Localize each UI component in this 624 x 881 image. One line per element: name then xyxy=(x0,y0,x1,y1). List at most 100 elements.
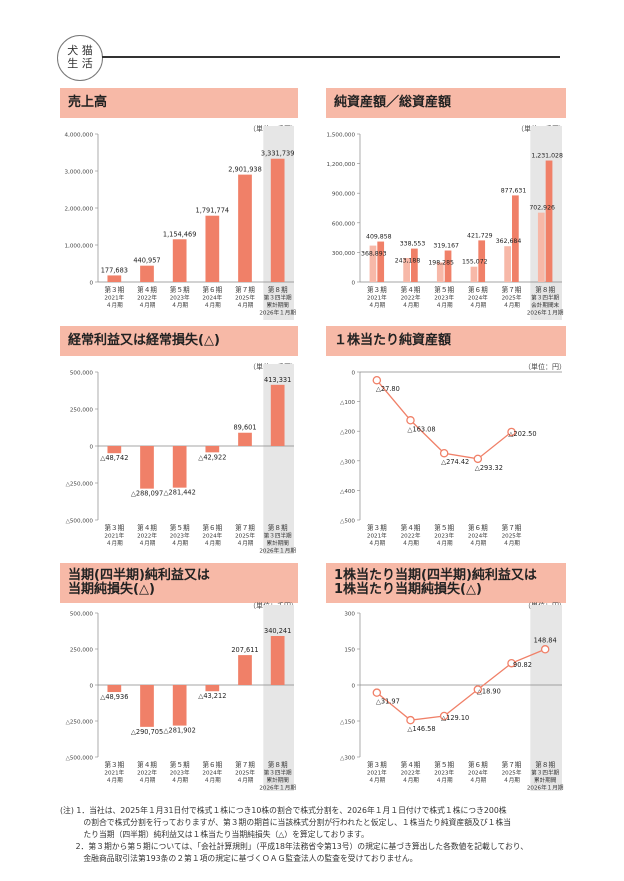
data-label: 1,154,469 xyxy=(163,230,197,238)
y-tick-label: 1,500,000 xyxy=(327,133,356,139)
bar xyxy=(238,432,252,446)
y-tick-label: 1,000,000 xyxy=(65,244,94,250)
x-tick-label: 2024年 xyxy=(202,532,222,540)
bar xyxy=(172,685,187,726)
footnote-line: 金融商品取引法第193条の２第１項の規定に基づくＯＡＧ監査法人の監査を受けており… xyxy=(60,854,418,863)
x-tick-label: 第６期 xyxy=(468,285,488,294)
x-tick-label: 2023年 xyxy=(170,769,190,777)
x-tick-label: 第８期 xyxy=(268,523,288,532)
footnote-line: の割合で株式分割を行っておりますが、第３期の期首に当該株式分割が行われたと仮定し… xyxy=(60,818,512,827)
x-tick-label: 2022年 xyxy=(401,769,421,777)
y-tick-label: △500,000 xyxy=(66,519,94,525)
bar xyxy=(238,655,252,685)
x-tick-label: 第３四半期 xyxy=(531,294,559,302)
y-tick-label: 250,000 xyxy=(70,648,94,654)
x-tick-label: 2023年 xyxy=(434,532,454,540)
x-tick-label: ４月期 xyxy=(171,777,188,784)
y-tick-label: 0 xyxy=(351,371,355,377)
y-tick-label: 1,200,000 xyxy=(327,162,356,168)
chart-panel-sales: 売上高 （単位：千円） 01,000,0002,000,0003,000,000… xyxy=(60,88,298,320)
x-tick-label: 2025年 xyxy=(235,294,255,302)
bar xyxy=(140,265,154,282)
y-tick-label: 600,000 xyxy=(332,221,356,227)
bar xyxy=(444,250,452,282)
data-point xyxy=(439,448,449,458)
x-tick-label: 2026年１月期 xyxy=(259,309,296,317)
x-tick-label: 第５期 xyxy=(170,523,190,532)
data-label: △290,705 xyxy=(131,728,163,736)
x-tick-label: 第４期 xyxy=(137,523,157,532)
y-tick-label: 0 xyxy=(351,684,355,690)
data-label: △129.10 xyxy=(441,714,469,722)
chart-svg-bps: △500△400△300△200△1000第３期2021年４月期第４期2022年… xyxy=(340,371,562,547)
x-tick-label: ４月期 xyxy=(469,302,486,309)
data-label: 409,858 xyxy=(366,234,392,241)
highlight-band xyxy=(530,605,562,791)
x-tick-label: 第３四半期 xyxy=(264,532,292,540)
x-tick-label: 会計期間末 xyxy=(531,301,559,309)
y-tick-label: 0 xyxy=(89,684,93,690)
footnotes: (注) 1．当社は、2025年１月31日付で株式１株につき10株の割合で株式分割… xyxy=(60,805,572,865)
x-tick-label: 第６期 xyxy=(468,760,488,769)
logo-line-1: 犬 猫 xyxy=(67,44,93,57)
data-label: 90.82 xyxy=(513,661,532,669)
header-rule xyxy=(102,56,560,58)
bar xyxy=(172,446,187,488)
bar xyxy=(140,446,154,489)
x-tick-label: 第６期 xyxy=(202,285,222,294)
x-tick-label: 第５期 xyxy=(434,523,454,532)
bar xyxy=(436,262,444,282)
chart-panel-ordinary: 経常利益又は経常損失(△) （単位：千円） △500,000△250,00002… xyxy=(60,326,298,554)
bar xyxy=(504,246,511,282)
data-label: △48,742 xyxy=(100,454,128,462)
y-tick-label: △500 xyxy=(340,519,355,525)
x-tick-label: ４月期 xyxy=(237,540,254,547)
x-tick-label: 第５期 xyxy=(434,285,454,294)
data-label: △18.90 xyxy=(477,688,501,696)
x-tick-label: 第４期 xyxy=(401,760,421,769)
data-label: 243,188 xyxy=(395,258,421,265)
bar xyxy=(205,685,220,692)
data-point xyxy=(473,454,483,464)
x-tick-label: ４月期 xyxy=(503,540,520,547)
y-tick-label: △250,000 xyxy=(66,482,94,488)
chart-title-netincome: 当期(四半期)純利益又は 当期純損失(△) xyxy=(60,563,298,603)
y-tick-label: △200 xyxy=(340,430,355,436)
x-tick-label: ４月期 xyxy=(237,302,254,309)
chart-panel-assets: 純資産額／総資産額 （単位：千円） 0300,000600,000900,000… xyxy=(326,88,566,320)
data-label: 368,893 xyxy=(361,251,387,258)
y-tick-label: 900,000 xyxy=(332,192,356,198)
y-tick-label: △250,000 xyxy=(66,720,94,726)
x-tick-label: ４月期 xyxy=(503,302,520,309)
data-label: 1,231,028 xyxy=(531,153,563,160)
x-tick-label: 第６期 xyxy=(468,523,488,532)
x-tick-label: ４月期 xyxy=(171,302,188,309)
chart-svg-assets: 0 300,000 600,000 900,000 1,200,000 1,500,000… xyxy=(327,126,564,320)
x-tick-label: 第５期 xyxy=(434,760,454,769)
x-tick-label: ４月期 xyxy=(106,302,123,309)
data-label: △274.42 xyxy=(441,458,469,466)
data-label: 177,683 xyxy=(101,266,128,274)
x-tick-label: 第６期 xyxy=(202,760,222,769)
y-tick-label: △100 xyxy=(340,400,355,406)
bar xyxy=(369,245,377,282)
x-tick-label: ４月期 xyxy=(139,302,156,309)
x-tick-label: 第５期 xyxy=(170,285,190,294)
chart-title-eps: 1株当たり当期(四半期)純利益又は 1株当たり当期純損失(△) xyxy=(326,563,566,603)
x-tick-label: 第８期 xyxy=(268,760,288,769)
data-label: △293.32 xyxy=(475,464,503,472)
bar xyxy=(107,446,122,454)
highlight-band xyxy=(263,605,294,791)
x-tick-label: 第８期 xyxy=(268,285,288,294)
x-tick-label: 第３期 xyxy=(104,285,124,294)
x-tick-label: 第４期 xyxy=(401,523,421,532)
data-label: 3,331,739 xyxy=(261,150,295,158)
x-tick-label: ４月期 xyxy=(204,777,221,784)
x-tick-label: ４月期 xyxy=(402,777,419,784)
x-tick-label: 第５期 xyxy=(170,760,190,769)
data-label: △43,212 xyxy=(198,692,226,700)
bar xyxy=(478,240,486,282)
x-tick-label: ４月期 xyxy=(139,540,156,547)
x-tick-label: ４月期 xyxy=(106,777,123,784)
chart-title-sales: 売上高 xyxy=(60,88,298,118)
